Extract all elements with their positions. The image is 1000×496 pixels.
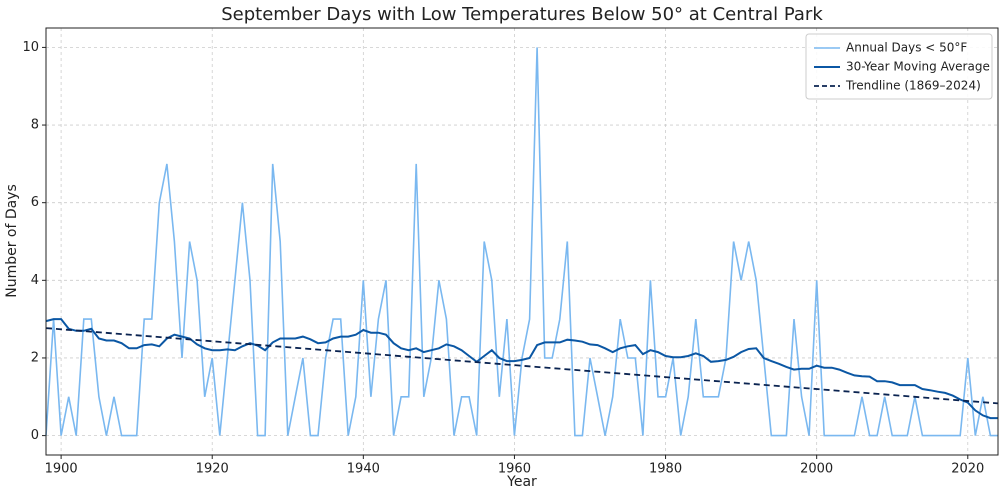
x-tick-label: 1900 [45, 462, 78, 477]
x-tick-label: 1920 [196, 462, 229, 477]
series-line [45, 47, 998, 437]
series-line [45, 318, 998, 420]
x-tick-label: 1980 [649, 462, 682, 477]
y-tick-label: 4 [31, 273, 39, 288]
x-axis-label: Year [506, 474, 537, 490]
legend-box [805, 33, 993, 100]
x-tick-label: 2020 [951, 462, 984, 477]
x-tick-label: 1960 [498, 462, 531, 477]
y-tick-label: 2 [31, 350, 39, 365]
legend-label: Annual Days < 50°F [846, 41, 967, 55]
series-line [45, 327, 999, 405]
y-tick-label: 10 [22, 40, 39, 55]
legend-label: 30-Year Moving Average [846, 60, 990, 74]
y-axis-label: Number of Days [4, 184, 20, 298]
chart-title: September Days with Low Temperatures Bel… [221, 4, 823, 25]
plot-frame [45, 27, 999, 456]
y-tick-label: 6 [31, 195, 39, 210]
y-tick-label: 8 [31, 118, 39, 133]
y-tick-label: 0 [31, 428, 39, 443]
legend-label: Trendline (1869–2024) [845, 79, 981, 93]
x-tick-label: 1940 [347, 462, 380, 477]
x-tick-label: 2000 [800, 462, 833, 477]
